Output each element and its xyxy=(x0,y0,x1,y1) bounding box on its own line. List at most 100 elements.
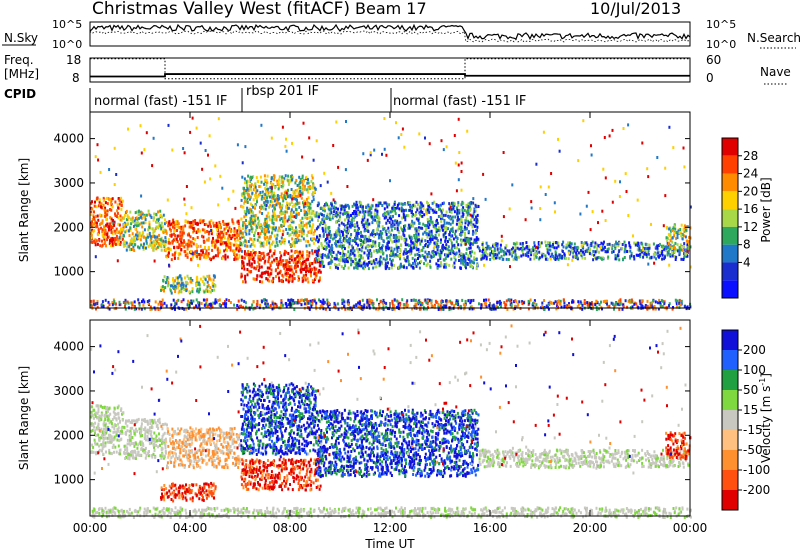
echo-cell xyxy=(119,243,122,246)
echo-cell xyxy=(381,244,384,248)
echo-cell xyxy=(671,254,674,258)
echo-cell xyxy=(378,249,381,253)
echo-cell xyxy=(158,244,161,248)
echo-cell xyxy=(441,307,444,311)
echo-cell xyxy=(263,235,266,239)
echo-cell xyxy=(259,303,262,307)
echo-cell xyxy=(337,232,340,236)
echo-cell xyxy=(340,265,343,269)
echo-cell xyxy=(460,259,462,263)
echo-cell xyxy=(180,225,183,229)
echo-cell xyxy=(218,220,221,224)
echo-cell xyxy=(322,232,325,236)
echo-cell xyxy=(323,247,326,250)
echo-cell xyxy=(291,274,294,278)
echo-cell xyxy=(465,227,468,230)
echo-cell xyxy=(382,307,385,311)
echo-cell xyxy=(635,241,638,245)
echo-cell xyxy=(293,238,296,242)
echo-cell xyxy=(403,227,406,231)
echo-cell xyxy=(110,230,113,234)
echo-cell xyxy=(652,299,655,303)
echo-cell xyxy=(674,227,677,231)
echo-cell xyxy=(174,221,177,225)
echo-cell xyxy=(680,234,683,238)
echo-cell xyxy=(460,215,463,219)
echo-cell xyxy=(307,269,310,273)
echo-cell xyxy=(403,303,406,307)
echo-cell xyxy=(265,178,268,182)
echo-cell xyxy=(174,237,177,241)
echo-cell xyxy=(335,253,338,257)
echo-cell xyxy=(265,277,268,280)
echo-cell xyxy=(243,267,246,271)
echo-cell xyxy=(559,299,562,303)
echo-cell xyxy=(301,176,304,180)
echo-cell xyxy=(393,200,396,204)
echo-cell xyxy=(299,238,302,242)
echo-cell xyxy=(311,300,314,304)
echo-cell xyxy=(264,259,267,263)
echo-cell xyxy=(364,246,367,250)
echo-cell xyxy=(345,239,348,243)
echo-cell xyxy=(657,301,659,305)
echo-cell xyxy=(300,265,303,269)
echo-cell xyxy=(411,241,414,245)
echo-cell xyxy=(276,179,279,183)
echo-cell xyxy=(601,257,603,261)
echo-cell xyxy=(226,249,229,253)
echo-cell xyxy=(310,237,312,241)
echo-cell xyxy=(532,246,535,250)
echo-cell xyxy=(411,224,414,228)
echo-cell xyxy=(349,221,352,224)
echo-cell xyxy=(110,201,113,205)
echo-cell xyxy=(337,240,339,244)
echo-cell xyxy=(263,201,266,205)
echo-cell xyxy=(248,263,251,267)
echo-cell xyxy=(290,268,293,272)
echo-cell xyxy=(286,262,289,266)
echo-cell xyxy=(254,253,257,257)
echo-cell xyxy=(268,266,271,270)
echo-cell xyxy=(330,260,333,264)
echo-cell xyxy=(505,257,508,261)
echo-cell xyxy=(359,243,362,246)
echo-cell xyxy=(171,225,174,229)
echo-cell xyxy=(276,243,279,247)
echo-cell xyxy=(147,209,150,213)
echo-cell xyxy=(256,223,259,226)
echo-cell xyxy=(130,222,133,226)
echo-cell xyxy=(109,237,112,241)
echo-cell xyxy=(283,241,286,245)
echo-cell xyxy=(472,212,475,216)
echo-cell xyxy=(586,303,589,307)
echo-cell xyxy=(556,304,558,308)
echo-cell xyxy=(364,265,367,269)
echo-cell xyxy=(225,298,228,302)
echo-cell xyxy=(106,225,109,229)
echo-cell xyxy=(419,249,422,253)
echo-cell xyxy=(266,174,269,178)
echo-cell xyxy=(318,298,320,302)
echo-cell xyxy=(267,257,270,261)
echo-cell xyxy=(338,238,341,242)
echo-cell xyxy=(93,239,96,243)
echo-cell xyxy=(152,228,155,232)
echo-cell xyxy=(299,252,302,256)
echo-cell xyxy=(259,274,262,278)
echo-cell xyxy=(453,265,456,269)
echo-cell xyxy=(131,232,134,236)
echo-cell xyxy=(356,236,359,240)
echo-cell xyxy=(506,249,509,253)
echo-cell xyxy=(316,260,319,264)
echo-cell xyxy=(111,236,114,240)
echo-cell xyxy=(169,289,172,293)
echo-cell xyxy=(286,231,289,235)
echo-cell xyxy=(364,227,367,231)
echo-cell xyxy=(117,222,120,226)
echo-cell xyxy=(251,230,253,234)
echo-cell xyxy=(209,290,212,294)
echo-cell xyxy=(239,229,242,233)
echo-cell xyxy=(287,224,290,228)
echo-cell xyxy=(431,201,434,205)
